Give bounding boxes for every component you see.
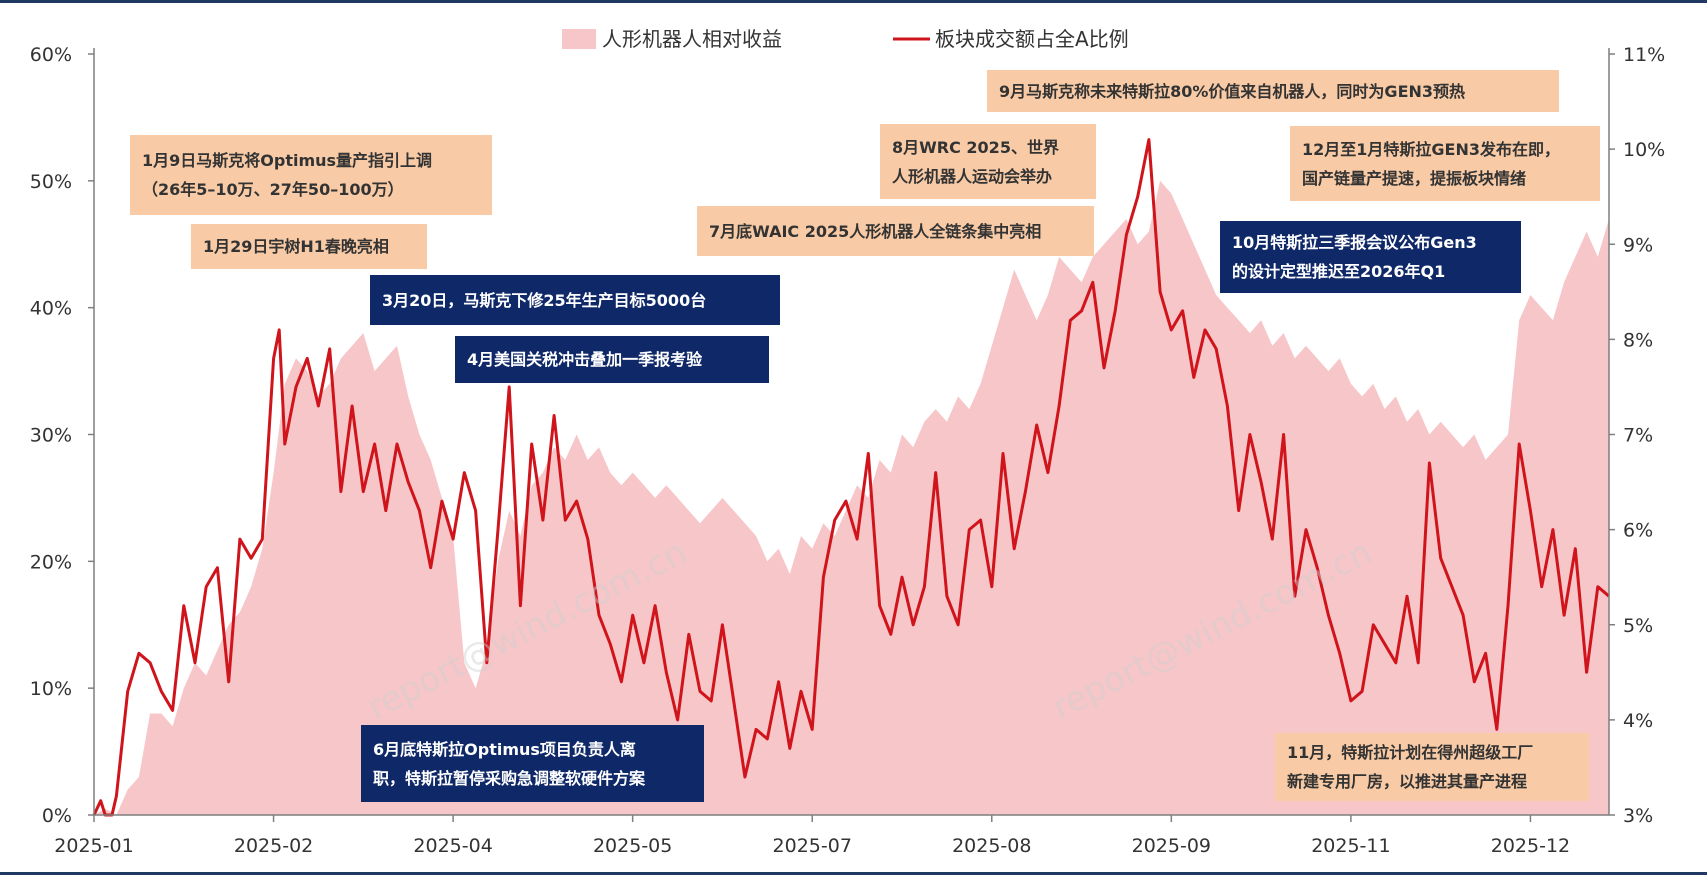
annotation-line: 1月9日马斯克将Optimus量产指引上调	[142, 151, 433, 170]
annotation-line: 人形机器人运动会举办	[892, 166, 1053, 186]
x-tick-label: 2025-12	[1491, 835, 1570, 857]
y-left-tick-label: 50%	[30, 171, 72, 193]
annotation-line: 7月底WAIC 2025人形机器人全链条集中亮相	[709, 221, 1042, 241]
annotation-jan29: 1月29日宇树H1春晚亮相	[191, 224, 427, 269]
plot-area	[92, 138, 1610, 817]
y-right-tick-label: 6%	[1623, 520, 1653, 542]
x-tick-label: 2025-04	[413, 835, 492, 857]
y-right-tick-label: 9%	[1623, 234, 1653, 256]
annotation-line: （26年5–10万、27年50–100万）	[142, 180, 404, 199]
series-area-relative-return	[94, 180, 1609, 816]
annotation-dec: 12月至1月特斯拉GEN3发布在即， 国产链量产提速，提振板块情绪	[1290, 126, 1600, 201]
annotation-mar20: 3月20日，马斯克下修25年生产目标5000台	[370, 275, 780, 325]
legend: 人形机器人相对收益 板块成交额占全A比例	[562, 27, 1129, 51]
y-right-tick-label: 3%	[1623, 805, 1653, 827]
series-line-turnover-ratio	[92, 138, 1610, 817]
y-right-tick-label: 8%	[1623, 329, 1653, 351]
y-left-tick-label: 60%	[30, 44, 72, 66]
y-right-tick-label: 5%	[1623, 615, 1653, 637]
x-tick-label: 2025-05	[593, 835, 672, 857]
legend-swatch-area	[562, 29, 596, 49]
annotation-line: 8月WRC 2025、世界	[892, 137, 1059, 157]
annotation-oct: 10月特斯拉三季报会议公布Gen3 的设计定型推迟至2026年Q1	[1220, 221, 1521, 293]
annotation-line: 9月马斯克称未来特斯拉80%价值来自机器人，同时为GEN3预热	[999, 81, 1466, 101]
annotation-jul: 7月底WAIC 2025人形机器人全链条集中亮相	[697, 206, 1094, 256]
y-left-tick-label: 30%	[30, 425, 72, 447]
legend-label-area: 人形机器人相对收益	[602, 27, 782, 51]
annotation-jan9: 1月9日马斯克将Optimus量产指引上调 （26年5–10万、27年50–100…	[130, 135, 492, 215]
annotation-apr: 4月美国关税冲击叠加一季报考验	[455, 336, 769, 383]
annotation-jun: 6月底特斯拉Optimus项目负责人离 职，特斯拉暂停采购急调整软硬件方案	[361, 725, 704, 802]
annotation-line: 新建专用厂房，以推进其量产进程	[1287, 772, 1528, 791]
x-tick-label: 2025-01	[54, 835, 133, 857]
x-tick-label: 2025-07	[773, 835, 852, 857]
annotation-sep: 9月马斯克称未来特斯拉80%价值来自机器人，同时为GEN3预热	[987, 70, 1559, 112]
axes: 0% 10% 20% 30% 40% 50% 60% 3% 4% 5% 6% 7% 8% 9% 10% 11%…	[30, 44, 1665, 857]
bottom-border-line	[0, 872, 1707, 875]
y-left-tick-label: 10%	[30, 678, 72, 700]
annotation-line: 11月，特斯拉计划在得州超级工厂	[1287, 743, 1534, 762]
annotation-nov: 11月，特斯拉计划在得州超级工厂 新建专用厂房，以推进其量产进程	[1275, 733, 1589, 801]
annotation-line: 的设计定型推迟至2026年Q1	[1232, 262, 1446, 281]
annotation-line: 10月特斯拉三季报会议公布Gen3	[1232, 233, 1477, 252]
top-border-line	[0, 0, 1707, 3]
y-right-tick-label: 7%	[1623, 425, 1653, 447]
y-right-tick-label: 4%	[1623, 710, 1653, 732]
annotation-line: 12月至1月特斯拉GEN3发布在即，	[1302, 139, 1560, 159]
x-tick-label: 2025-02	[234, 835, 313, 857]
annotation-line: 1月29日宇树H1春晚亮相	[203, 237, 389, 256]
y-right-tick-label: 11%	[1623, 44, 1665, 66]
x-tick-label: 2025-08	[952, 835, 1031, 857]
annotation-line: 职，特斯拉暂停采购急调整软硬件方案	[373, 768, 646, 788]
annotation-line: 国产链量产提速，提振板块情绪	[1302, 168, 1527, 188]
y-left-tick-label: 20%	[30, 551, 72, 573]
annotation-aug: 8月WRC 2025、世界 人形机器人运动会举办	[880, 124, 1096, 199]
legend-label-line: 板块成交额占全A比例	[935, 27, 1129, 51]
annotation-line: 4月美国关税冲击叠加一季报考验	[467, 350, 703, 369]
annotation-line: 6月底特斯拉Optimus项目负责人离	[373, 739, 636, 759]
x-tick-label: 2025-11	[1311, 835, 1390, 857]
y-left-tick-label: 40%	[30, 298, 72, 320]
x-tick-label: 2025-09	[1132, 835, 1211, 857]
y-left-tick-label: 0%	[42, 805, 72, 827]
annotation-line: 3月20日，马斯克下修25年生产目标5000台	[382, 290, 707, 310]
y-right-tick-label: 10%	[1623, 139, 1665, 161]
